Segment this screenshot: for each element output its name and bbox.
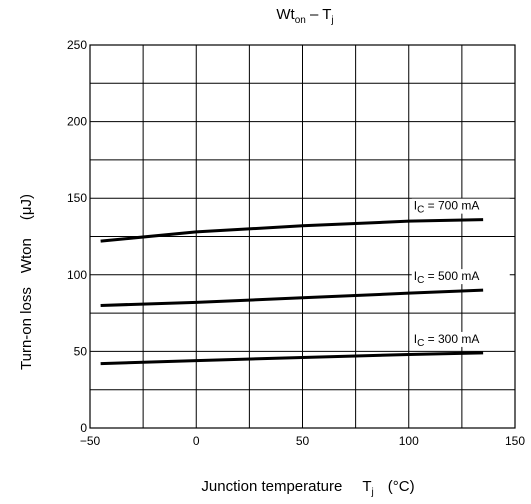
series-label-bg	[411, 198, 510, 214]
series-line	[100, 351, 484, 366]
series-label-bg	[411, 269, 510, 285]
series-label-bg	[411, 331, 510, 347]
x-tick-label: −50	[80, 434, 101, 448]
chart-title: Wton – Tj	[276, 6, 333, 26]
series-label: IC = 500 mA	[414, 269, 480, 286]
x-tick-label: 0	[193, 434, 200, 448]
x-axis-label-unit: (°C)	[388, 478, 415, 495]
y-tick-label: 0	[80, 421, 87, 435]
x-tick-label: 50	[296, 434, 310, 448]
x-axis-label-text: Junction temperature	[201, 478, 342, 495]
y-axis-label-text: Turn-on loss	[18, 287, 35, 370]
x-axis-label: Junction temperature Tj (°C)	[201, 478, 414, 498]
series-line	[100, 288, 484, 307]
title-sub2: j	[330, 15, 333, 26]
title-sub: on	[295, 15, 306, 26]
y-tick-label: 50	[74, 344, 88, 358]
y-axis-label: Turn-on loss Wton (μJ)	[18, 194, 35, 370]
y-axis-label-symbol: Wton	[18, 238, 35, 273]
series-line	[100, 218, 484, 243]
x-tick-label: 150	[505, 434, 525, 448]
series-label: IC = 300 mA	[414, 332, 480, 349]
title-main: Wt	[276, 6, 295, 23]
x-tick-label: 100	[399, 434, 419, 448]
y-axis-label-unit: (μJ)	[18, 194, 35, 220]
y-tick-label: 200	[67, 115, 87, 129]
title-rest: – T	[306, 6, 332, 23]
y-tick-label: 250	[67, 38, 87, 52]
x-axis-label-sub: j	[371, 487, 374, 498]
y-tick-label: 150	[67, 191, 87, 205]
series-label: IC = 700 mA	[414, 199, 480, 216]
y-tick-label: 100	[67, 268, 87, 282]
x-axis-label-symbol: T	[362, 478, 371, 495]
plot-frame	[89, 44, 516, 429]
